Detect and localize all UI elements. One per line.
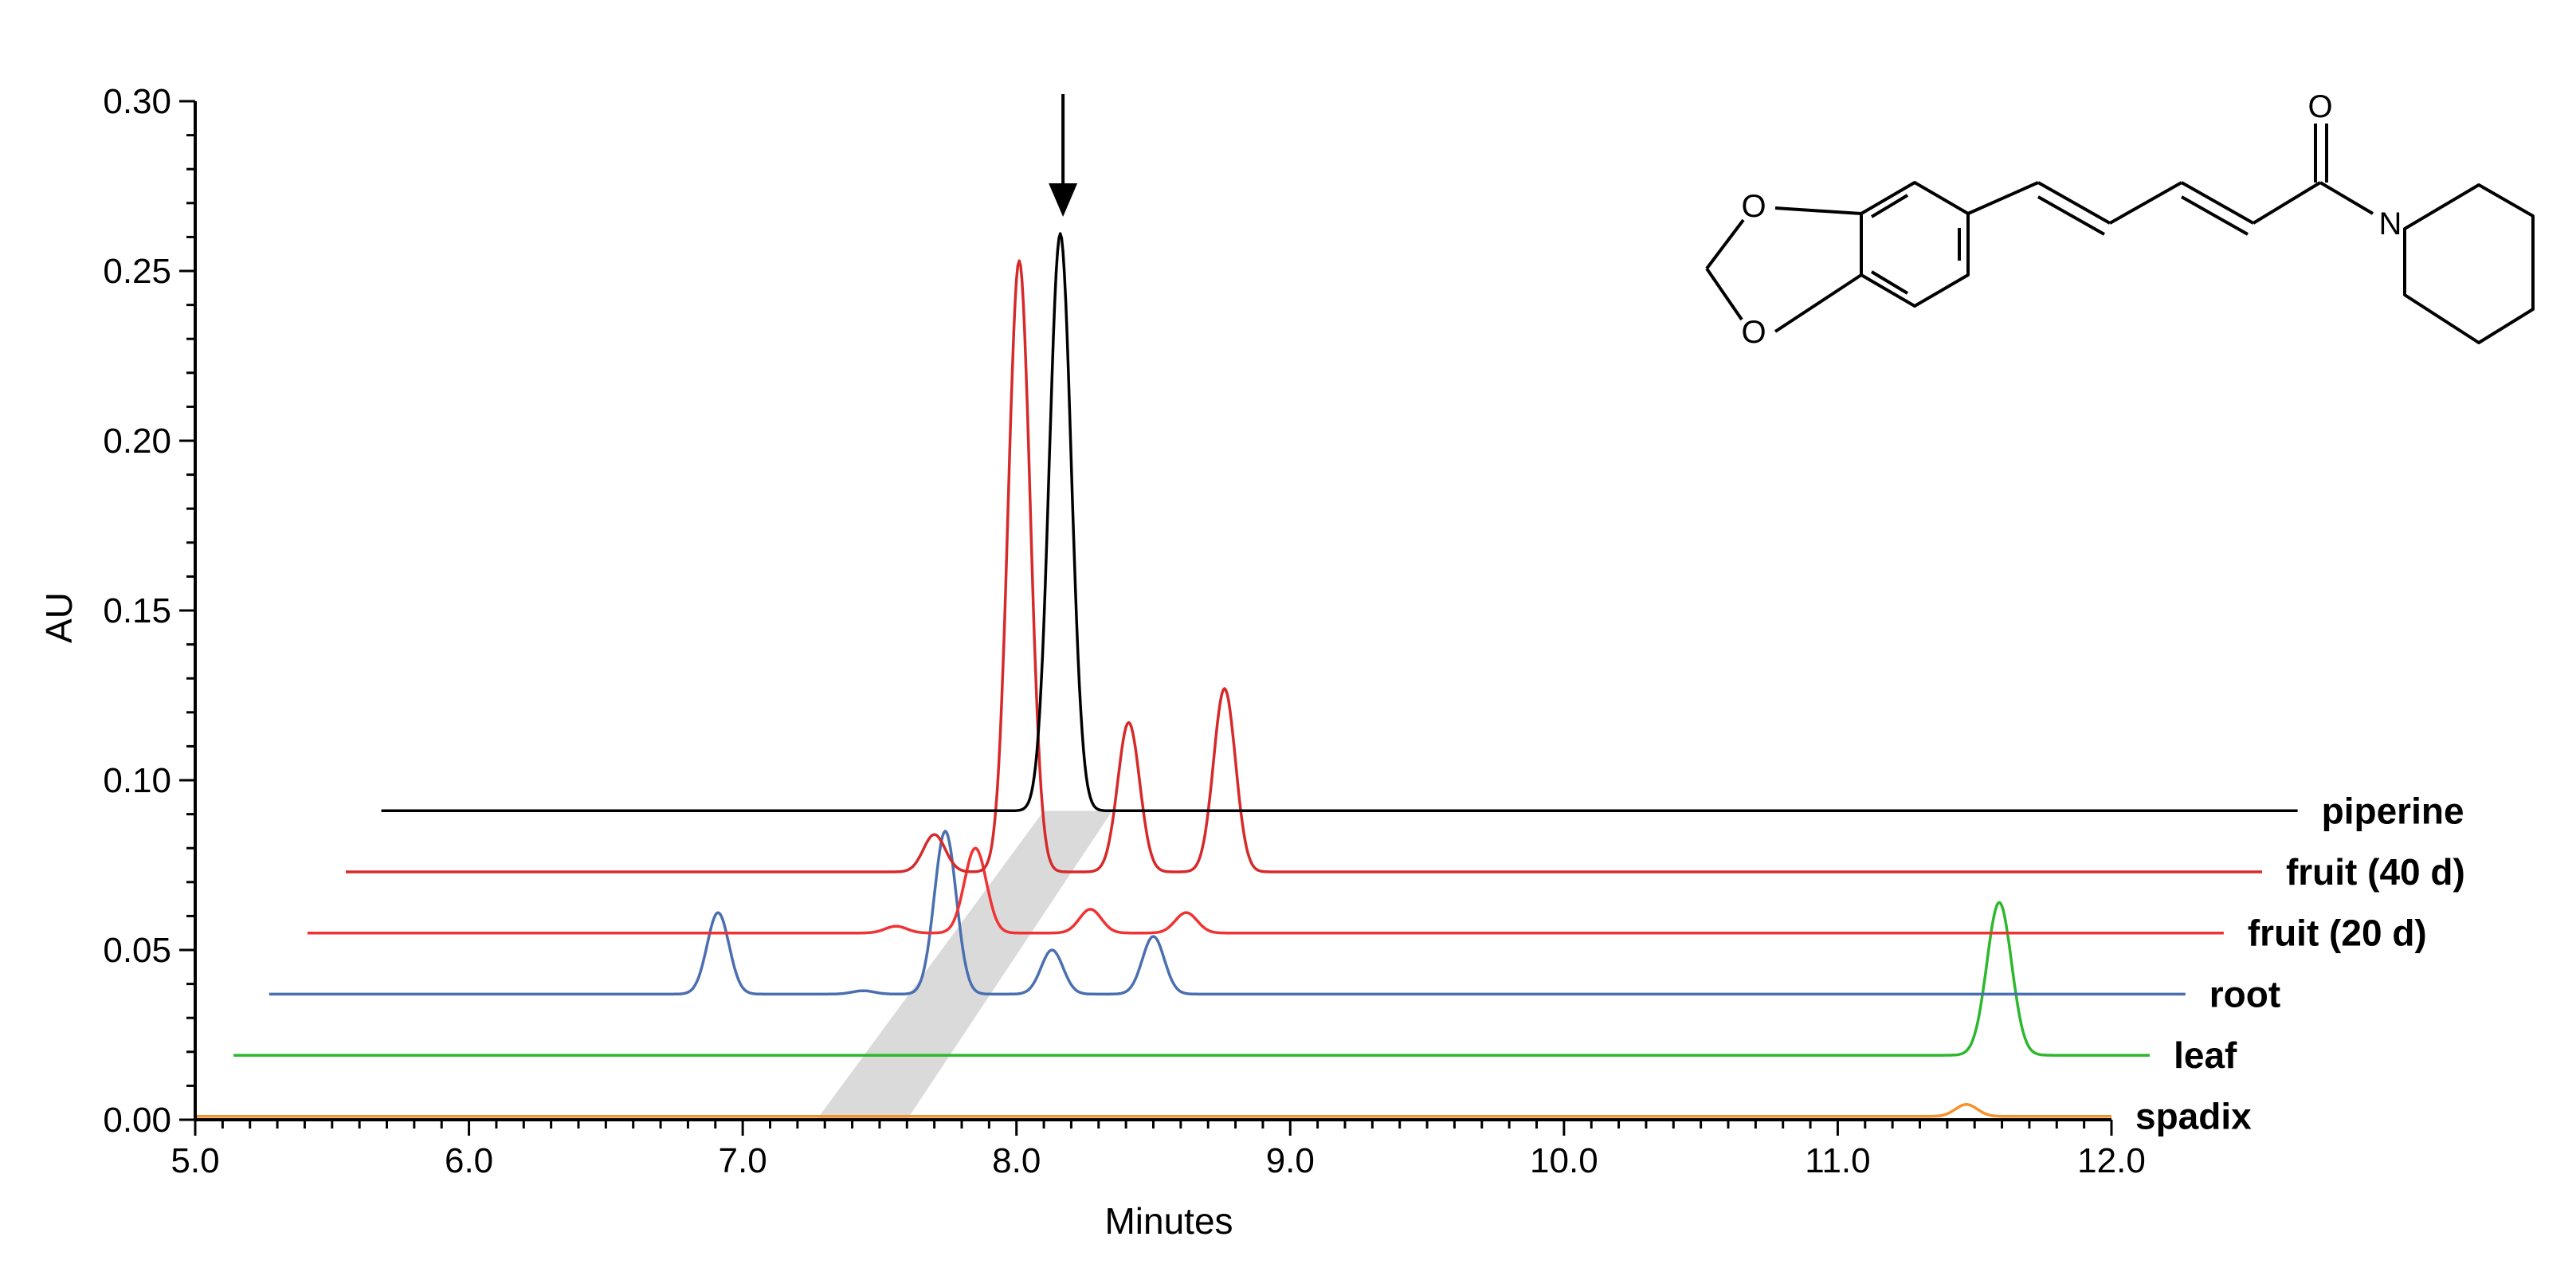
series-line-fruit-20-d [307,846,2224,935]
y-tick-label: 0.00 [103,1101,171,1140]
ring-oxygen-label: O [1741,189,1766,224]
piperidine-ring [2403,183,2535,344]
amide-bond [2319,181,2374,215]
benzene-double-bond [1870,194,1909,218]
chain-double-bond [2181,181,2254,225]
series-label-spadix: spadix [2135,1096,2252,1137]
ticks-layer: 5.0 6.0 7.0 8.0 9.0 10.0 11.0 12.0 0.00 0.05 0.10 0… [103,82,2145,1180]
benzene-double-bond [1870,270,1909,295]
atom-label-bg [2376,206,2403,239]
series-labels-layer: spadix leaf root fruit (20 d) fruit (40 d) pi… [2135,790,2465,1136]
y-axis-title: AU [38,592,80,643]
axes-layer [194,101,2111,1121]
y-tick-label: 0.30 [103,82,171,121]
x-tick-label: 6.0 [445,1141,493,1180]
carbonyl-oxygen-label: O [2307,89,2332,124]
y-tick-label: 0.25 [103,252,171,291]
dioxole-bond [1774,206,1862,215]
series-layer [194,232,2298,1118]
x-tick-label: 9.0 [1266,1141,1315,1180]
y-tick-label: 0.15 [103,591,171,630]
chain-bond [2252,181,2322,225]
dioxole-bond [1774,273,1863,333]
piperine-structure [1705,124,2535,344]
series-line-fruit-40-d [345,259,2262,873]
x-axis-title: Minutes [1104,1200,1233,1242]
series-label-leaf: leaf [2174,1034,2237,1076]
series-line-spadix [194,1103,2112,1118]
chain-bond [1967,181,2039,215]
chain-double-bond [2037,181,2111,225]
series-label-fruit-40-d: fruit (40 d) [2286,851,2465,893]
nitrogen-label: N [2379,206,2402,241]
y-tick-label: 0.05 [103,931,171,970]
benzene-ring [1860,181,1970,308]
dioxole-bond [1705,267,1743,321]
dioxole-bond [1705,218,1745,270]
chain-double-bond [2037,195,2105,236]
series-line-piperine [381,232,2298,813]
x-tick-label: 8.0 [992,1141,1041,1180]
series-line-leaf [233,901,2151,1057]
chain-double-bond [2181,195,2249,236]
x-tick-label: 12.0 [2077,1141,2146,1180]
x-tick-label: 11.0 [1805,1141,1870,1180]
series-label-root: root [2209,973,2280,1015]
x-tick-label: 10.0 [1530,1141,1598,1180]
series-line-root [269,830,2186,996]
peak-arrow-icon [1049,94,1078,217]
chain-bond [2109,181,2182,225]
ring-oxygen-label: O [1741,315,1766,350]
y-tick-label: 0.10 [103,761,171,800]
series-label-piperine: piperine [2322,790,2464,831]
x-tick-label: 7.0 [719,1141,767,1180]
y-tick-label: 0.20 [103,422,171,461]
piperine-structure-labels: O O O N [1741,89,2403,350]
series-label-fruit-20-d: fruit (20 d) [2248,913,2427,954]
x-tick-label: 5.0 [171,1141,219,1180]
